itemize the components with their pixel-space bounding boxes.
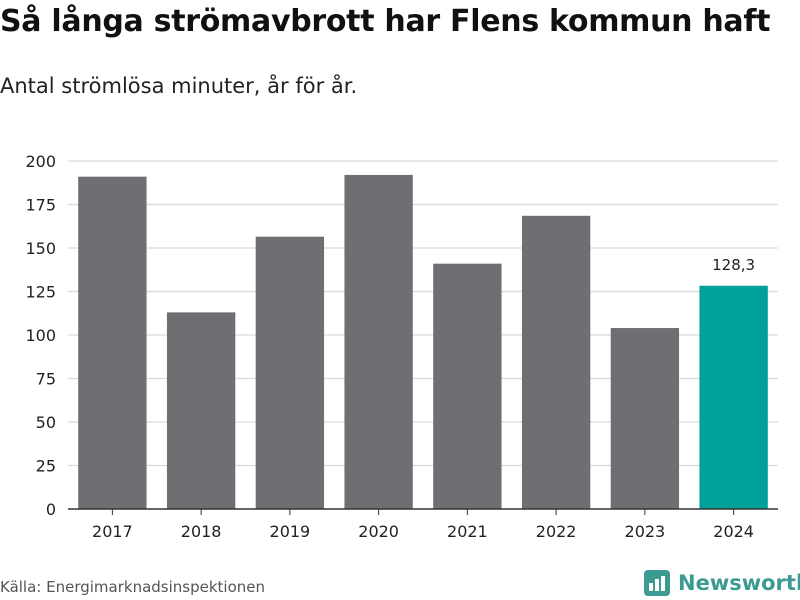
x-tick-label: 2018 — [181, 522, 222, 541]
y-tick-label: 200 — [25, 152, 56, 171]
y-tick-label: 125 — [25, 283, 56, 302]
x-tick-label: 2019 — [270, 522, 311, 541]
bar-2024 — [699, 285, 768, 509]
x-tick-label: 2021 — [447, 522, 488, 541]
y-tick-label: 25 — [36, 457, 56, 476]
bar-2019 — [255, 236, 325, 509]
chart-subtitle: Antal strömlösa minuter, år för år. — [0, 74, 358, 98]
brand-logo: Newsworthy — [644, 568, 800, 598]
y-tick-label: 100 — [25, 326, 56, 345]
y-tick-label: 0 — [46, 500, 56, 519]
bar-2023 — [610, 328, 680, 509]
x-tick-label: 2017 — [92, 522, 133, 541]
x-tick-label: 2020 — [358, 522, 399, 541]
newsworthy-logo-icon — [644, 570, 670, 596]
bar-2022 — [521, 215, 591, 509]
y-tick-label: 150 — [25, 239, 56, 258]
bar-chart: 0 25 50 75 100 125 150 175 200 2017 2018 2019 2020 20… — [25, 152, 778, 541]
x-tick-label: 2022 — [536, 522, 577, 541]
source-note: Källa: Energimarknadsinspektionen — [0, 578, 266, 596]
y-tick-label: 50 — [36, 413, 56, 432]
x-tick-label: 2024 — [713, 522, 754, 541]
chart-title: Så långa strömavbrott har Flens kommun h… — [0, 4, 771, 39]
bar-2020 — [344, 174, 413, 510]
x-tick-label: 2023 — [625, 522, 666, 541]
y-tick-label: 175 — [25, 196, 56, 215]
y-tick-label: 75 — [36, 370, 56, 389]
bar-2018 — [166, 312, 236, 509]
data-label: 128,3 — [712, 256, 755, 274]
bar-2021 — [433, 263, 502, 509]
brand-name: Newsworthy — [678, 571, 800, 595]
bar-2017 — [78, 176, 147, 509]
